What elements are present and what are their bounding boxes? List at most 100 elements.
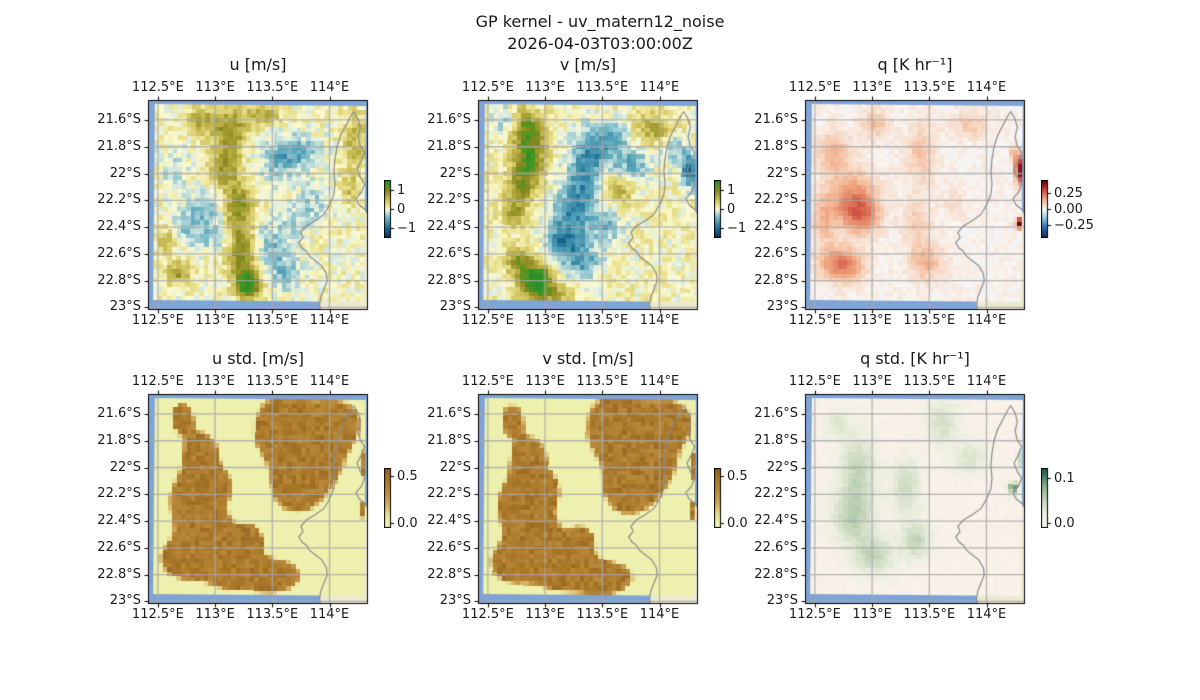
colorbar-canvas [384,468,398,528]
lon-tick-label: 113°E [852,80,892,95]
lat-tick-label: 23°S [766,593,798,609]
lat-tick-label: 22°S [109,165,141,181]
lat-tick-label: 22.4°S [97,219,141,235]
lat-tick-label: 22°S [766,459,798,475]
subplot-u: u [m/s] 1 0 −1 112.5°E 112.5°E 113°E 113°E 113… [97,55,416,328]
lon-tick-label: 112.5°E [788,313,841,328]
lon-tick-label: 113°E [525,80,565,95]
lon-tick-label: 112.5°E [131,80,184,95]
lat-tick-label: 21.6°S [97,405,141,421]
lon-tick-label: 112.5°E [461,313,514,328]
map-canvas-u [140,92,376,318]
lat-tick-label: 22.4°S [754,513,798,529]
figure-title: GP kernel - uv_matern12_noise [475,12,725,31]
subplot-u-std-title: u std. [m/s] [212,349,304,368]
subplot-v-std-title: v std. [m/s] [542,349,634,368]
colorbar-canvas [714,180,728,238]
lat-tick-label: 21.6°S [97,111,141,127]
lon-tick-label: 114°E [639,313,680,328]
colorbar-tick-label: −1 [397,220,417,236]
colorbar-tick-label: 0.1 [1054,470,1075,486]
lat-tick-label: 21.6°S [427,405,471,421]
lat-tick-label: 23°S [109,299,141,315]
lat-tick-label: 22.8°S [754,566,798,582]
lon-tick-label: 112.5°E [788,80,841,95]
lon-tick-label: 113.5°E [246,80,299,95]
lat-tick-label: 22.4°S [754,219,798,235]
lat-tick-label: 22°S [109,459,141,475]
lat-tick-label: 21.8°S [754,138,798,154]
colorbar-q-std: 0.1 0.0 [1041,468,1101,530]
lat-tick-label: 22.6°S [427,245,471,261]
lon-tick-label: 114°E [639,80,680,95]
lon-tick-label: 114°E [966,313,1007,328]
colorbar-tick-label: 0.25 [1054,185,1083,201]
lat-tick-label: 21.8°S [754,432,798,448]
lat-tick-label: 21.8°S [97,432,141,448]
lon-tick-label: 113°E [195,607,235,622]
lat-tick-label: 22.8°S [97,566,141,582]
colorbar-canvas [714,468,728,528]
colorbar-u: 1 0 −1 [384,180,444,240]
lon-tick-label: 112.5°E [131,607,184,622]
lon-tick-label: 113.5°E [903,80,956,95]
lat-tick-label: 22.8°S [427,566,471,582]
lon-tick-label: 114°E [639,607,680,622]
colorbar-u-std: 0.5 0.0 [384,468,444,530]
map-canvas-u-std [140,386,376,612]
lon-tick-label: 113.5°E [246,313,299,328]
lon-tick-label: 113.5°E [246,374,299,389]
lat-tick-label: 22.2°S [754,486,798,502]
lat-tick-label: 22.6°S [427,539,471,555]
lon-tick-label: 114°E [966,80,1007,95]
lon-tick-label: 113.5°E [903,607,956,622]
lon-tick-label: 113.5°E [576,607,629,622]
lat-tick-label: 22.2°S [427,486,471,502]
colorbar-tick-label: 1 [727,182,736,198]
lon-tick-label: 113°E [852,313,892,328]
lat-tick-label: 23°S [439,593,471,609]
subplot-u-title: u [m/s] [229,55,287,74]
lon-tick-label: 113°E [525,607,565,622]
colorbar-tick-label: 1 [397,182,406,198]
lon-tick-label: 112.5°E [461,80,514,95]
lon-tick-label: 113°E [195,80,235,95]
colorbar-q: 0.25 0.00 −0.25 [1041,180,1101,240]
colorbar-canvas [1041,180,1055,238]
lon-tick-label: 113.5°E [903,313,956,328]
colorbar-tick-label: 0.0 [1054,515,1075,531]
subplot-q-title: q [K hr⁻¹] [877,55,953,74]
lon-tick-label: 114°E [309,80,350,95]
lat-tick-label: 21.8°S [97,138,141,154]
subplot-q-std: q std. [K hr⁻¹] 0.1 0.0 112.5°E 112.5°E 113… [754,349,1074,622]
figure-subtitle: 2026-04-03T03:00:00Z [507,34,693,53]
lon-tick-label: 114°E [309,313,350,328]
lon-tick-label: 114°E [309,607,350,622]
lon-tick-label: 112.5°E [788,607,841,622]
lat-tick-label: 21.8°S [427,432,471,448]
lon-tick-label: 113°E [525,374,565,389]
lat-tick-label: 22.2°S [754,192,798,208]
lon-tick-label: 114°E [639,374,680,389]
subplot-u-std: u std. [m/s] 0.5 0.0 112.5°E 112.5°E 113°E 1… [97,349,417,622]
lon-tick-label: 114°E [309,374,350,389]
lon-tick-label: 113.5°E [576,374,629,389]
lat-tick-label: 21.6°S [754,405,798,421]
map-canvas-q [797,92,1033,318]
colorbar-tick-label: −1 [727,220,747,236]
lat-tick-label: 22.4°S [427,513,471,529]
subplot-q: q [K hr⁻¹] 0.25 0.00 −0.25 112.5°E 112.5°E 1… [754,55,1094,328]
lat-tick-label: 23°S [439,299,471,315]
subplot-v-title: v [m/s] [559,55,617,74]
lat-tick-label: 22.8°S [427,272,471,288]
lat-tick-label: 22.6°S [754,245,798,261]
colorbar-v-std: 0.5 0.0 [714,468,774,530]
lat-tick-label: 22.6°S [97,245,141,261]
lon-tick-label: 112.5°E [461,607,514,622]
lon-tick-label: 113.5°E [576,313,629,328]
map-canvas-q-std [797,386,1033,612]
lon-tick-label: 113.5°E [246,607,299,622]
lat-tick-label: 22.8°S [97,272,141,288]
lat-tick-label: 22.4°S [427,219,471,235]
lon-tick-label: 114°E [966,607,1007,622]
